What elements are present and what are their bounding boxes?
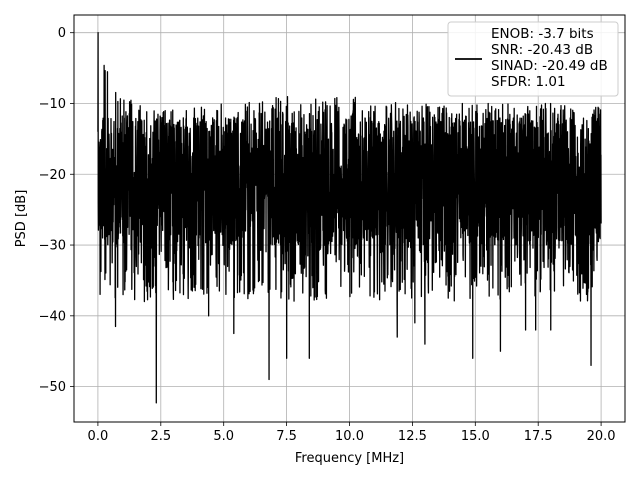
y-tick-label: −40 (39, 309, 66, 324)
x-tick-label: 12.5 (398, 429, 427, 444)
legend: ENOB: -3.7 bits SNR: -20.43 dB SINAD: -2… (447, 21, 619, 97)
x-tick-label: 20.0 (587, 429, 616, 444)
legend-line-sinad: SINAD: -20.49 dB (491, 58, 608, 74)
x-tick-label: 7.5 (276, 429, 297, 444)
y-tick-label: −50 (39, 380, 66, 395)
x-axis-label: Frequency [MHz] (295, 451, 404, 466)
legend-line-enob: ENOB: -3.7 bits (491, 26, 594, 42)
y-axis-label: PSD [dB] (14, 190, 29, 248)
x-tick-label: 0.0 (88, 429, 109, 444)
legend-line-sfdr: SFDR: 1.01 (491, 74, 566, 90)
x-axis-ticks: 0.0 2.5 5.0 7.5 10.0 12.5 15.0 17.5 20.0 (88, 422, 616, 444)
x-tick-label: 17.5 (524, 429, 553, 444)
y-tick-label: −20 (39, 168, 66, 183)
psd-line (97, 32, 602, 404)
y-tick-label: 0 (58, 26, 66, 41)
legend-box (447, 21, 619, 97)
legend-line-snr: SNR: -20.43 dB (491, 42, 593, 58)
y-tick-label: −30 (39, 239, 66, 254)
psd-series (97, 32, 602, 404)
y-axis-ticks: 0 −10 −20 −30 −40 −50 (39, 26, 74, 395)
x-tick-label: 10.0 (335, 429, 364, 444)
x-tick-label: 15.0 (461, 429, 490, 444)
x-tick-label: 5.0 (213, 429, 234, 444)
y-tick-label: −10 (39, 97, 66, 112)
x-tick-label: 2.5 (150, 429, 171, 444)
